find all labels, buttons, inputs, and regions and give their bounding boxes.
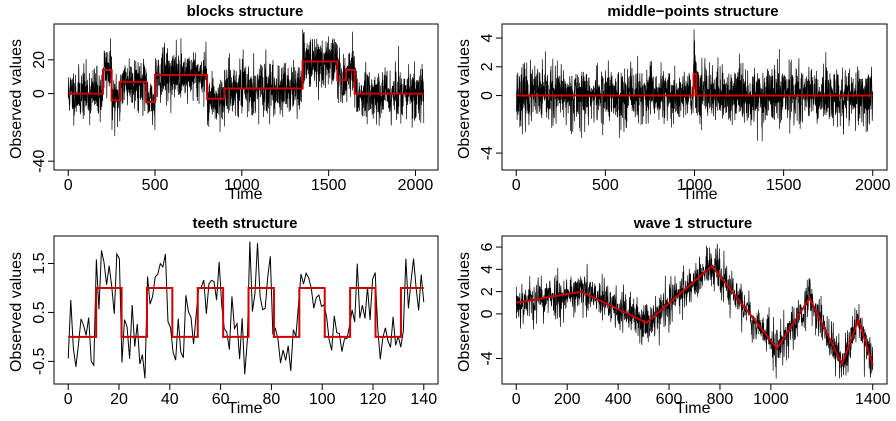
y-tick-label: 20 xyxy=(31,51,48,69)
y-tick-label: 0 xyxy=(479,309,496,318)
y-tick-label: 0 xyxy=(31,89,48,98)
x-tick-label: 1000 xyxy=(753,391,789,408)
x-tick-label: 20 xyxy=(110,391,128,408)
panel-title: teeth structure xyxy=(192,215,297,232)
y-tick-label: 1.5 xyxy=(31,252,48,274)
y-tick-label: 0.5 xyxy=(31,301,48,323)
panel-title: middle−points structure xyxy=(607,3,778,20)
y-tick-label: -4 xyxy=(479,146,496,160)
y-tick-label: -4 xyxy=(479,351,496,365)
x-tick-label: 1000 xyxy=(677,177,713,194)
panel-teeth: teeth structure Time Observed values 0 20… xyxy=(8,215,438,417)
x-tick-label: 800 xyxy=(707,391,734,408)
x-tick-label: 80 xyxy=(262,391,280,408)
y-axis-label: Observed values xyxy=(8,39,25,159)
panel-title: blocks structure xyxy=(187,3,304,20)
x-tick-label: 600 xyxy=(656,391,683,408)
x-tick-label: 500 xyxy=(142,177,169,194)
plot-frame xyxy=(502,236,887,384)
x-tick-label: 120 xyxy=(360,391,387,408)
observed-series-line xyxy=(516,244,872,379)
x-tick-label: 0 xyxy=(64,177,73,194)
x-tick-label: 140 xyxy=(410,391,437,408)
x-tick-label: 200 xyxy=(554,391,581,408)
y-axis-label: Observed values xyxy=(456,39,473,159)
y-axis-label: Observed values xyxy=(456,252,473,372)
x-tick-label: 100 xyxy=(309,391,336,408)
x-tick-label: 40 xyxy=(161,391,179,408)
x-tick-label: 500 xyxy=(592,177,619,194)
y-tick-label: 2 xyxy=(479,62,496,71)
x-tick-label: 0 xyxy=(512,177,521,194)
x-tick-label: 400 xyxy=(605,391,632,408)
x-tick-label: 0 xyxy=(512,391,521,408)
panel-middle-points: middle−points structure Time Observed va… xyxy=(456,3,891,203)
y-tick-label: 4 xyxy=(479,33,496,42)
y-tick-label: 2 xyxy=(479,287,496,296)
x-tick-label: 1500 xyxy=(766,177,802,194)
x-tick-label: 1400 xyxy=(855,391,891,408)
y-tick-label: 0 xyxy=(479,91,496,100)
x-tick-label: 2000 xyxy=(855,177,891,194)
fitted-series-line xyxy=(516,266,872,365)
panel-title: wave 1 structure xyxy=(633,215,752,232)
x-tick-label: 60 xyxy=(212,391,230,408)
x-tick-label: 2000 xyxy=(398,177,434,194)
y-axis-label: Observed values xyxy=(8,252,25,372)
x-tick-label: 1000 xyxy=(224,177,260,194)
x-tick-label: 0 xyxy=(64,391,73,408)
y-tick-label: 4 xyxy=(479,265,496,274)
x-tick-label: 1500 xyxy=(311,177,347,194)
y-tick-label: -0.5 xyxy=(31,348,48,376)
y-tick-label: -40 xyxy=(31,150,48,173)
y-tick-label: 6 xyxy=(479,243,496,252)
x-axis-label: Time xyxy=(228,400,263,417)
